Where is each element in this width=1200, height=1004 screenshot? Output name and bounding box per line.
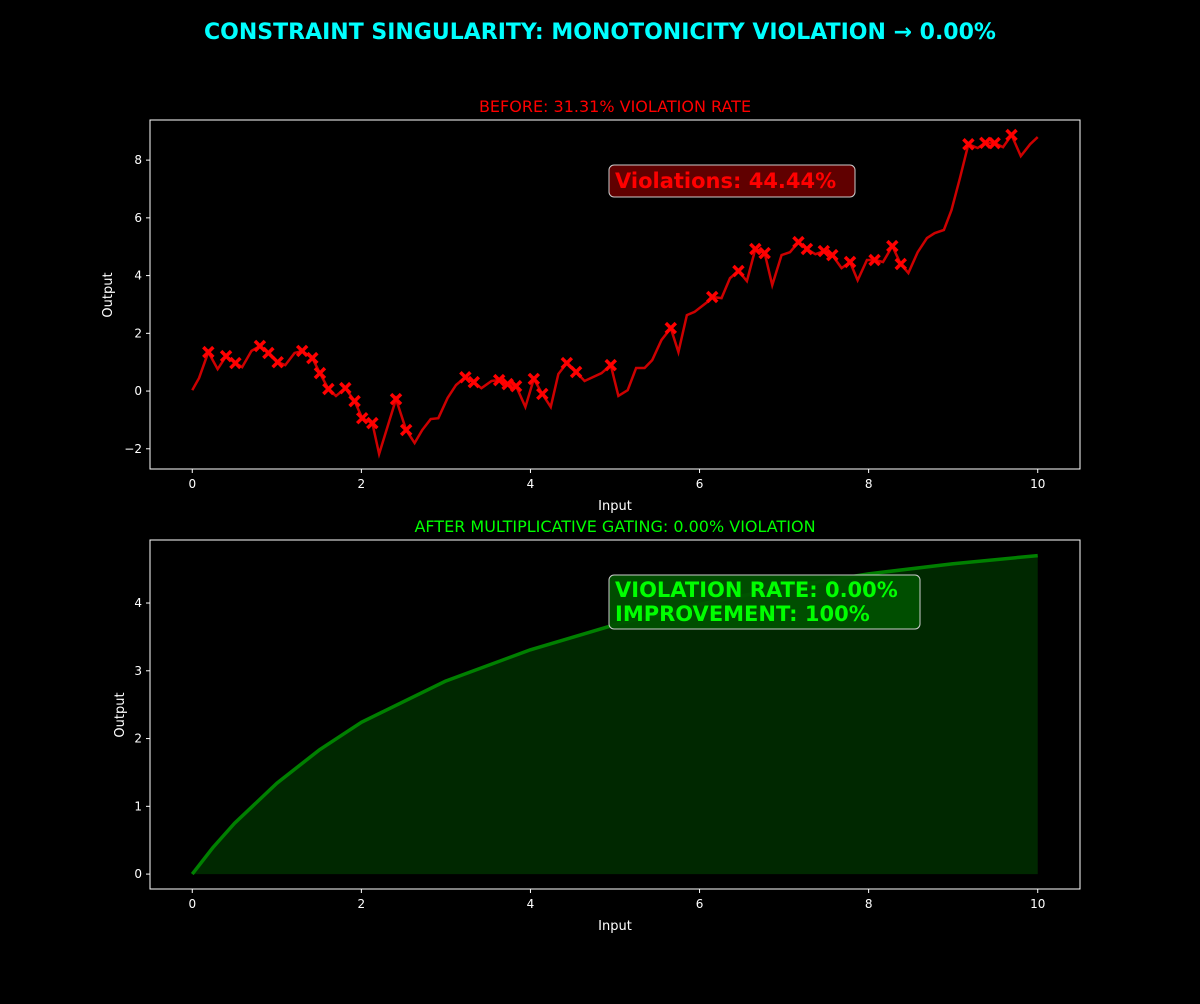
y-tick-label: 6 bbox=[134, 211, 142, 225]
before-chart: BEFORE: 31.31% VIOLATION RATE 0 2 4 6 8 10 −2 0… bbox=[101, 97, 1081, 514]
violation-marker bbox=[569, 365, 583, 379]
violation-marker bbox=[229, 356, 242, 370]
violation-marker bbox=[202, 345, 215, 359]
x-tick-label: 6 bbox=[696, 897, 704, 911]
violation-marker bbox=[868, 253, 881, 267]
violation-marker bbox=[366, 416, 379, 430]
violation-marker bbox=[271, 355, 284, 369]
violation-marker bbox=[894, 257, 908, 271]
x-tick-label: 6 bbox=[696, 477, 704, 491]
violation-marker bbox=[988, 136, 1001, 150]
x-tick-label: 0 bbox=[188, 897, 196, 911]
after-annotation-box bbox=[608, 574, 921, 630]
after-annotation-line1: VIOLATION RATE: 0.00% bbox=[615, 578, 898, 602]
violation-marker bbox=[527, 372, 541, 386]
before-annotation-box bbox=[608, 164, 856, 198]
violation-marker bbox=[399, 423, 413, 437]
y-tick-label: 8 bbox=[134, 153, 142, 167]
violation-marker bbox=[962, 138, 975, 151]
violation-marker bbox=[509, 379, 523, 393]
y-tick-label: 3 bbox=[134, 664, 142, 678]
figure-title: CONSTRAINT SINGULARITY: MONOTONICITY VIO… bbox=[204, 20, 996, 45]
before-title: BEFORE: 31.31% VIOLATION RATE bbox=[479, 97, 751, 116]
x-tick-label: 2 bbox=[358, 897, 366, 911]
after-axes-frame bbox=[149, 539, 1081, 890]
x-tick-label: 8 bbox=[865, 897, 873, 911]
violation-marker bbox=[306, 351, 319, 365]
violation-marker bbox=[826, 248, 839, 262]
violation-marker bbox=[886, 239, 899, 253]
after-annotation-line2: IMPROVEMENT: 100% bbox=[615, 602, 870, 626]
x-tick-label: 2 bbox=[358, 477, 366, 491]
y-tick-label: 0 bbox=[134, 384, 142, 398]
violation-marker bbox=[560, 356, 574, 370]
before-xlabel: Input bbox=[598, 499, 632, 514]
violation-marker bbox=[817, 244, 831, 258]
violation-marker bbox=[758, 246, 771, 260]
violation-marker bbox=[355, 411, 369, 425]
violation-marker bbox=[1005, 128, 1018, 142]
before-annotation: Violations: 44.44% bbox=[615, 169, 836, 193]
violation-marker bbox=[749, 242, 762, 256]
violation-marker bbox=[800, 242, 814, 256]
violation-marker bbox=[536, 387, 549, 401]
violation-marker bbox=[339, 381, 352, 395]
violation-marker bbox=[843, 255, 857, 269]
violation-marker bbox=[492, 373, 506, 387]
y-tick-label: 2 bbox=[134, 326, 142, 340]
y-tick-label: 2 bbox=[134, 732, 142, 746]
x-tick-label: 4 bbox=[527, 477, 535, 491]
after-chart: AFTER MULTIPLICATIVE GATING: 0.00% VIOLA… bbox=[113, 517, 1081, 934]
violation-marker bbox=[705, 290, 719, 304]
violation-marker bbox=[262, 346, 275, 360]
violation-marker bbox=[313, 366, 327, 380]
x-tick-label: 8 bbox=[865, 477, 873, 491]
after-xlabel: Input bbox=[598, 919, 632, 934]
violation-marker bbox=[295, 344, 309, 358]
violation-marker bbox=[501, 377, 514, 391]
after-area-fill bbox=[192, 555, 1038, 875]
x-tick-label: 0 bbox=[188, 477, 196, 491]
y-tick-label: 0 bbox=[134, 867, 142, 881]
violation-marker bbox=[459, 370, 472, 384]
y-tick-label: 1 bbox=[134, 799, 142, 813]
violation-marker bbox=[348, 394, 361, 408]
x-tick-label: 10 bbox=[1030, 897, 1045, 911]
y-tick-label: −2 bbox=[124, 442, 142, 456]
violation-marker bbox=[389, 392, 403, 406]
violation-marker bbox=[732, 264, 745, 278]
x-tick-label: 4 bbox=[527, 897, 535, 911]
before-ylabel: Output bbox=[101, 272, 116, 317]
violation-marker bbox=[322, 382, 335, 396]
y-tick-label: 4 bbox=[134, 269, 142, 283]
violation-marker bbox=[467, 375, 481, 389]
y-tick-label: 4 bbox=[134, 596, 142, 610]
after-title: AFTER MULTIPLICATIVE GATING: 0.00% VIOLA… bbox=[414, 517, 815, 536]
after-ylabel: Output bbox=[113, 692, 128, 737]
x-tick-label: 10 bbox=[1030, 477, 1045, 491]
violation-marker bbox=[604, 358, 618, 372]
violation-marker bbox=[664, 321, 678, 335]
before-axes-frame bbox=[149, 119, 1081, 470]
